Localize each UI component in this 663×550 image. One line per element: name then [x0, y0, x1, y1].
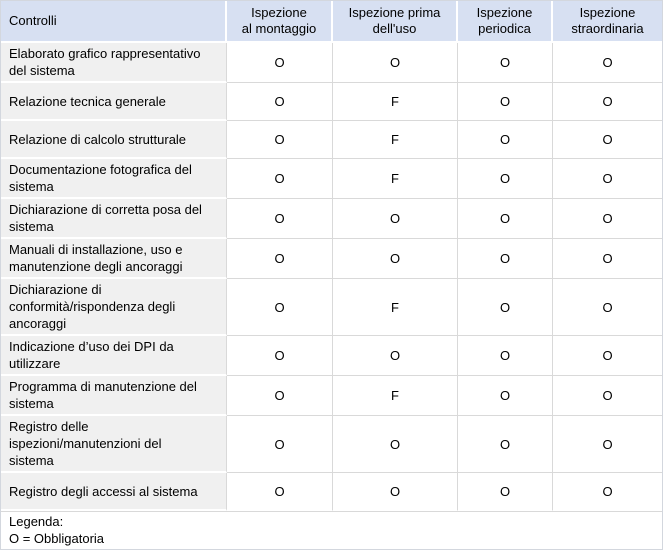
inspection-value: O [227, 336, 333, 376]
inspection-value: O [227, 43, 333, 83]
inspection-value: F [333, 121, 458, 159]
control-label: Documentazione fotografica del sistema [1, 159, 227, 199]
control-label: Dichiarazione di corretta posa del siste… [1, 199, 227, 239]
inspection-value: O [227, 199, 333, 239]
inspection-value: O [553, 473, 662, 511]
column-header-controlli: Controlli [1, 1, 227, 43]
control-label: Relazione tecnica generale [1, 83, 227, 121]
legend-entry-facoltativa: F = Facoltativa [9, 547, 654, 549]
column-header-ispezione-periodica: Ispezione periodica [458, 1, 553, 43]
table-row: Dichiarazione di conformità/rispondenza … [1, 279, 662, 336]
table-row: Relazione tecnica generale O F O O [1, 83, 662, 121]
inspection-value: O [553, 376, 662, 416]
legend-title: Legenda: [9, 514, 64, 529]
inspection-value: O [333, 239, 458, 279]
table-row: Relazione di calcolo strutturale O F O O [1, 121, 662, 159]
inspection-value: O [553, 121, 662, 159]
control-label: Registro degli accessi al sistema [1, 473, 227, 511]
table-body: Elaborato grafico rappresentativo del si… [1, 43, 662, 511]
inspection-value: O [333, 336, 458, 376]
control-label: Manuali di installazione, uso e manutenz… [1, 239, 227, 279]
inspection-value: O [553, 199, 662, 239]
inspection-value: O [553, 239, 662, 279]
inspection-value: F [333, 279, 458, 336]
table-row: Dichiarazione di corretta posa del siste… [1, 199, 662, 239]
inspection-value: O [227, 121, 333, 159]
inspection-value: O [458, 336, 553, 376]
inspection-value: O [227, 376, 333, 416]
inspection-value: O [553, 416, 662, 473]
table-row: Documentazione fotografica del sistema O… [1, 159, 662, 199]
legend: Legenda: O = Obbligatoria F = Facoltativ… [1, 511, 662, 549]
table-row: Registro degli accessi al sistema O O O … [1, 473, 662, 511]
header-row: Controlli Ispezione al montaggio Ispezio… [1, 1, 662, 43]
inspection-value: O [458, 159, 553, 199]
inspection-value: O [458, 376, 553, 416]
inspection-value: O [333, 416, 458, 473]
inspection-value: O [333, 199, 458, 239]
legend-row: Legenda: O = Obbligatoria F = Facoltativ… [1, 511, 662, 549]
inspection-value: O [227, 239, 333, 279]
table-row: Elaborato grafico rappresentativo del si… [1, 43, 662, 83]
column-header-ispezione-al-montaggio: Ispezione al montaggio [227, 1, 333, 43]
inspection-value: O [553, 336, 662, 376]
control-label: Relazione di calcolo strutturale [1, 121, 227, 159]
inspection-value: O [227, 83, 333, 121]
inspection-value: O [458, 279, 553, 336]
inspection-value: O [458, 473, 553, 511]
column-header-ispezione-prima-delluso: Ispezione prima dell'uso [333, 1, 458, 43]
inspection-value: O [333, 473, 458, 511]
inspection-value: O [458, 121, 553, 159]
inspection-value: F [333, 376, 458, 416]
legend-entry-obbligatoria: O = Obbligatoria [9, 531, 105, 546]
inspection-value: O [227, 159, 333, 199]
inspection-value: O [553, 43, 662, 83]
inspection-value: O [458, 83, 553, 121]
table-row: Registro delle ispezioni/manutenzioni de… [1, 416, 662, 473]
control-label: Dichiarazione di conformità/rispondenza … [1, 279, 227, 336]
control-label: Registro delle ispezioni/manutenzioni de… [1, 416, 227, 473]
inspection-value: F [333, 159, 458, 199]
control-label: Indicazione d’uso dei DPI da utilizzare [1, 336, 227, 376]
inspection-value: O [458, 43, 553, 83]
table-row: Programma di manutenzione del sistema O … [1, 376, 662, 416]
inspection-value: O [553, 279, 662, 336]
inspection-value: O [458, 199, 553, 239]
table-header: Controlli Ispezione al montaggio Ispezio… [1, 1, 662, 43]
inspection-value: O [227, 473, 333, 511]
table-footer: Legenda: O = Obbligatoria F = Facoltativ… [1, 511, 662, 549]
inspection-value: O [227, 279, 333, 336]
inspection-value: O [553, 83, 662, 121]
inspection-value: O [458, 416, 553, 473]
inspection-value: O [553, 159, 662, 199]
table-row: Indicazione d’uso dei DPI da utilizzare … [1, 336, 662, 376]
column-header-ispezione-straordinaria: Ispezione straordinaria [553, 1, 662, 43]
inspection-value: O [333, 43, 458, 83]
control-label: Programma di manutenzione del sistema [1, 376, 227, 416]
control-label: Elaborato grafico rappresentativo del si… [1, 43, 227, 83]
inspection-value: O [458, 239, 553, 279]
inspection-value: F [333, 83, 458, 121]
inspection-value: O [227, 416, 333, 473]
table-row: Manuali di installazione, uso e manutenz… [1, 239, 662, 279]
